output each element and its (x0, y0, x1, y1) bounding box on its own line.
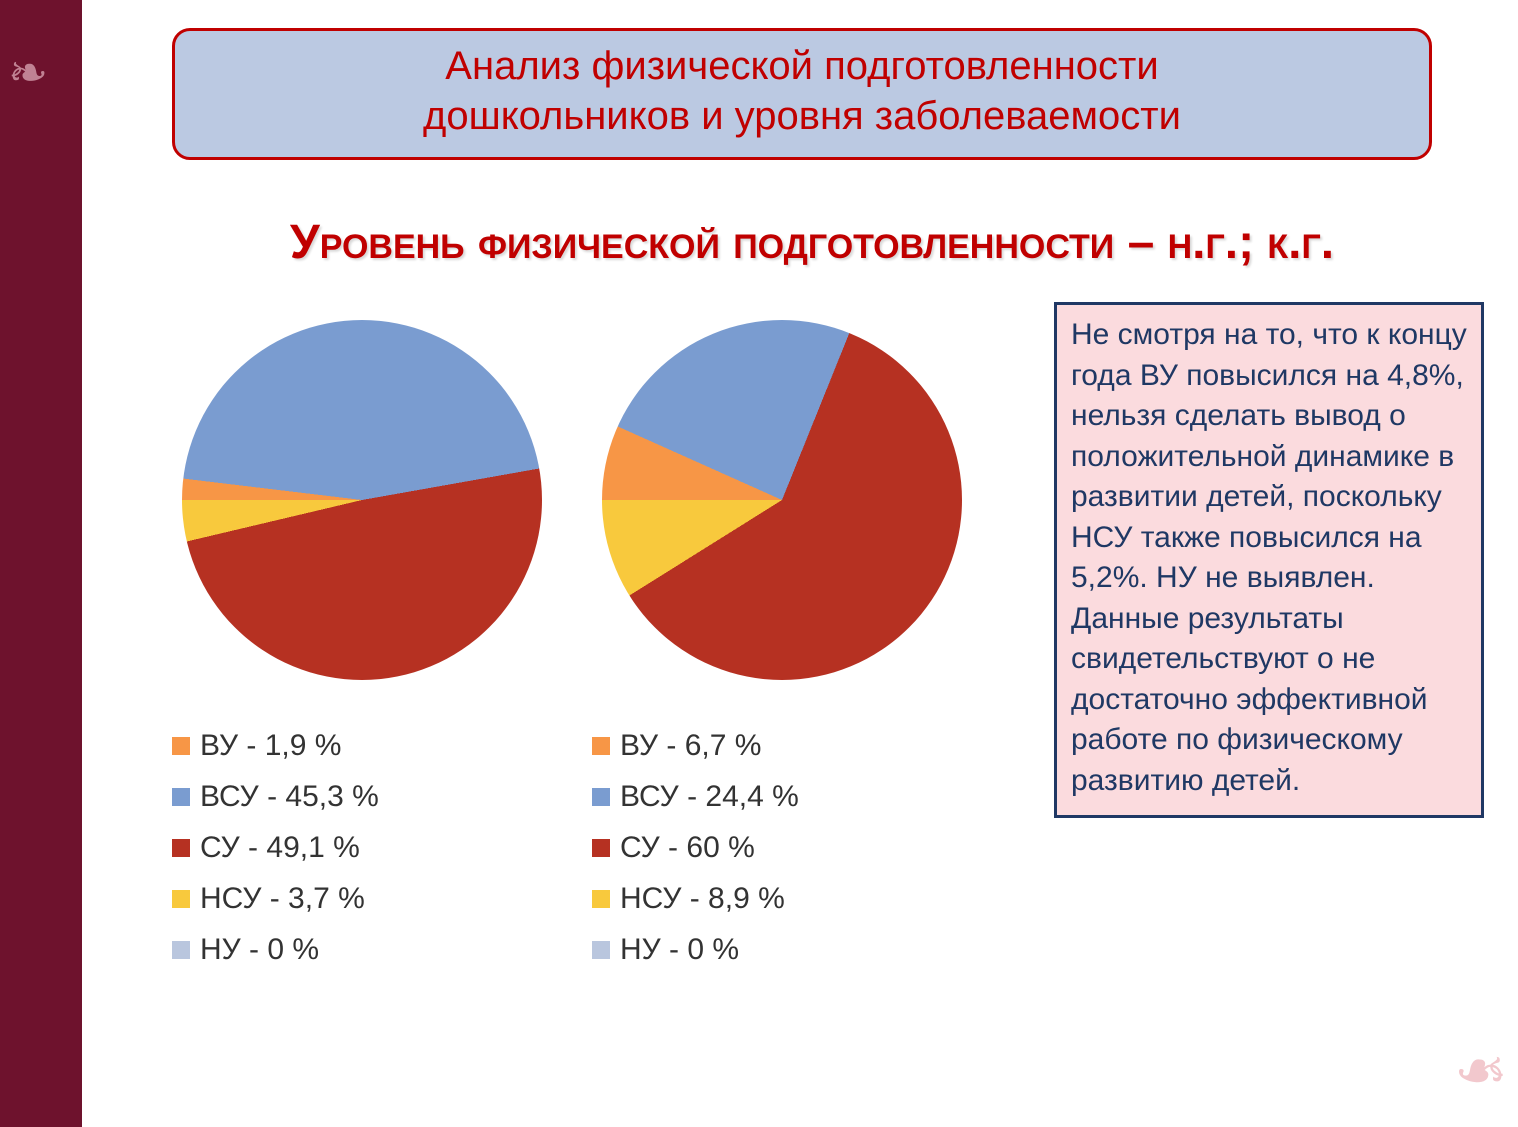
legend-label: СУ - 60 % (620, 822, 755, 873)
slide-main: Анализ физической подготовленности дошко… (82, 0, 1518, 1127)
legend-item: ВСУ - 45,3 % (172, 771, 379, 822)
legend-label: НУ - 0 % (620, 924, 739, 975)
legend-item: СУ - 49,1 % (172, 822, 379, 873)
chart-col-1: ВУ - 6,7 %ВСУ - 24,4 %СУ - 60 %НСУ - 8,9… (592, 310, 972, 975)
legend-swatch (172, 737, 190, 755)
legend-label: НУ - 0 % (200, 924, 319, 975)
legend-swatch (592, 839, 610, 857)
legend-swatch (592, 788, 610, 806)
chart-col-0: ВУ - 1,9 %ВСУ - 45,3 %СУ - 49,1 %НСУ - 3… (172, 310, 552, 975)
legend-item: НСУ - 3,7 % (172, 873, 379, 924)
legend-swatch (592, 941, 610, 959)
pie-chart-0 (182, 320, 542, 680)
title-line2: дошкольников и уровня заболеваемости (195, 91, 1409, 141)
legend-item: ВУ - 6,7 % (592, 720, 799, 771)
sidebar-accent: ❧ (0, 0, 82, 1127)
title-line1: Анализ физической подготовленности (195, 41, 1409, 91)
subtitle: Уровень физической подготовленности – н.… (142, 215, 1482, 270)
title-box: Анализ физической подготовленности дошко… (172, 28, 1432, 160)
pie-wrap-1 (592, 310, 972, 690)
legend-item: НУ - 0 % (172, 924, 379, 975)
legend-0: ВУ - 1,9 %ВСУ - 45,3 %СУ - 49,1 %НСУ - 3… (172, 720, 379, 975)
legend-swatch (592, 890, 610, 908)
legend-item: СУ - 60 % (592, 822, 799, 873)
legend-label: ВСУ - 45,3 % (200, 771, 379, 822)
ornament-icon: ❧ (8, 50, 48, 98)
legend-swatch (592, 737, 610, 755)
pie-chart-1 (602, 320, 962, 680)
legend-swatch (172, 788, 190, 806)
legend-1: ВУ - 6,7 %ВСУ - 24,4 %СУ - 60 %НСУ - 8,9… (592, 720, 799, 975)
legend-label: ВСУ - 24,4 % (620, 771, 799, 822)
legend-swatch (172, 839, 190, 857)
legend-label: ВУ - 1,9 % (200, 720, 341, 771)
legend-swatch (172, 941, 190, 959)
legend-label: СУ - 49,1 % (200, 822, 360, 873)
legend-label: НСУ - 8,9 % (620, 873, 785, 924)
charts-row: ВУ - 1,9 %ВСУ - 45,3 %СУ - 49,1 %НСУ - 3… (172, 310, 1072, 975)
pie-wrap-0 (172, 310, 552, 690)
legend-label: НСУ - 3,7 % (200, 873, 365, 924)
commentary-box: Не смотря на то, что к концу года ВУ пов… (1054, 302, 1484, 818)
legend-item: НУ - 0 % (592, 924, 799, 975)
legend-item: ВСУ - 24,4 % (592, 771, 799, 822)
legend-label: ВУ - 6,7 % (620, 720, 761, 771)
legend-item: НСУ - 8,9 % (592, 873, 799, 924)
legend-item: ВУ - 1,9 % (172, 720, 379, 771)
legend-swatch (172, 890, 190, 908)
corner-ornament-icon: ❧ (1454, 1034, 1508, 1109)
